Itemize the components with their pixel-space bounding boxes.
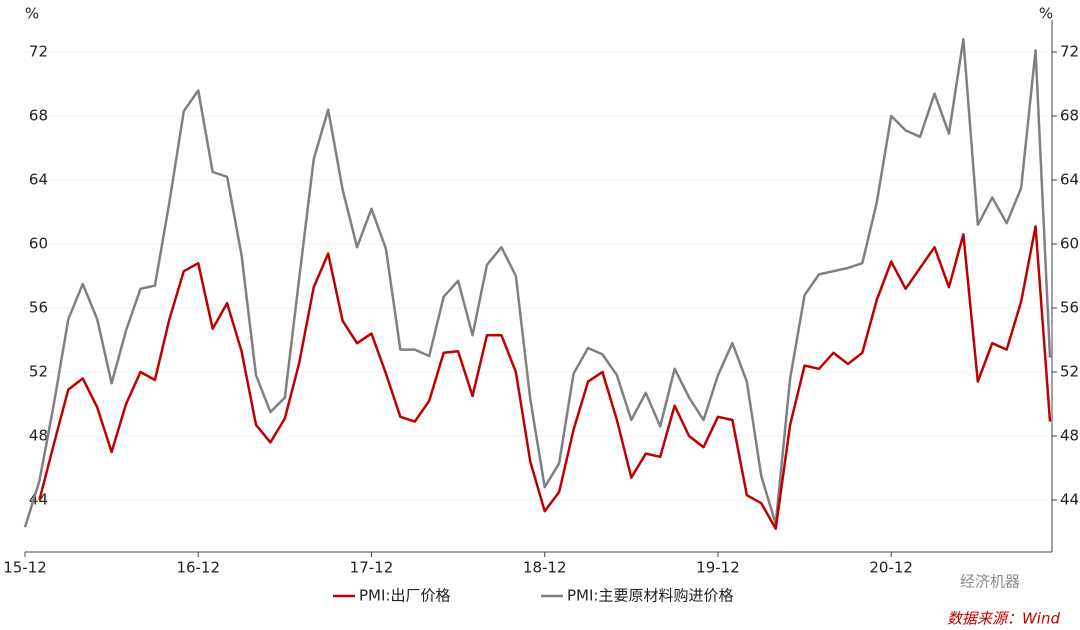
legend-label: PMI:主要原材料购进价格: [567, 587, 733, 605]
y-tick-label: 60: [29, 235, 48, 253]
legend-label: PMI:出厂价格: [359, 587, 450, 605]
series-line: [38, 225, 1052, 531]
x-tick-label: 20-12: [869, 559, 913, 577]
y2-tick-label: 44: [1060, 491, 1079, 509]
x-tick-label: 17-12: [350, 559, 394, 577]
watermark: 经济机器: [960, 573, 1020, 591]
y2-tick-label: 52: [1060, 363, 1079, 381]
series-line: [23, 37, 1052, 528]
y2-tick-label: 64: [1060, 171, 1079, 189]
x-tick-label: 16-12: [176, 559, 220, 577]
y-tick-label: 72: [29, 43, 48, 61]
x-tick-label: 19-12: [696, 559, 740, 577]
y-tick-label: 56: [29, 299, 48, 317]
source: 数据来源：Wind: [947, 610, 1061, 628]
y2-tick-label: 48: [1060, 427, 1079, 445]
y-tick-label: 52: [29, 363, 48, 381]
y-tick-label: 68: [29, 107, 48, 125]
y2-tick-label: 68: [1060, 107, 1079, 125]
y-unit: %: [25, 5, 39, 23]
x-tick-label: 18-12: [523, 559, 567, 577]
y-tick-label: 48: [29, 427, 48, 445]
x-tick-label: 15-12: [3, 559, 47, 577]
y2-tick-label: 72: [1060, 43, 1079, 61]
y2-tick-label: 60: [1060, 235, 1079, 253]
y2-unit: %: [1039, 5, 1053, 23]
y-tick-label: 64: [29, 171, 48, 189]
y2-tick-label: 56: [1060, 299, 1079, 317]
